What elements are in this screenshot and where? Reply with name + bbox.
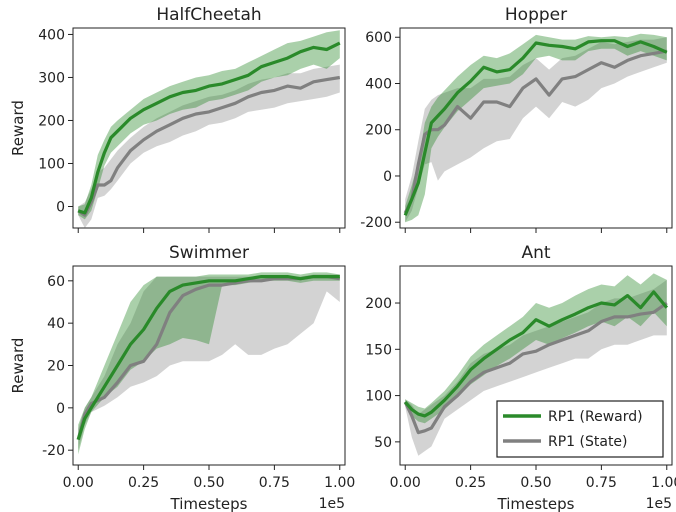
x-offset-text: 1e5 — [646, 496, 672, 512]
legend-label-reward: RP1 (Reward) — [548, 409, 643, 425]
band-reward-0 — [78, 30, 340, 220]
y-tick-label: 0 — [56, 199, 65, 215]
y-tick-label: 50 — [374, 435, 392, 451]
band-state-1 — [405, 37, 667, 223]
panel-2: -20 0 20 40 60 0.00 0.25 0.50 0.75 1.00 Swimmer Rew… — [9, 243, 355, 512]
panel-1: -200 0 200 400 600 Hopper — [360, 5, 673, 233]
chart-title: Hopper — [505, 5, 567, 25]
legend: RP1 (Reward) RP1 (State) — [496, 400, 664, 458]
chart-title: Ant — [521, 243, 550, 263]
x-offset-text: 1e5 — [319, 496, 345, 512]
panel-3: 50 100 150 200 0.00 0.25 0.50 0.75 1.00 Ant Timest… — [365, 243, 676, 512]
y-tick-label: 200 — [365, 123, 392, 139]
band-state-3 — [405, 279, 667, 456]
x-axis-label: Timesteps — [497, 495, 575, 512]
x-tick-label: 1.00 — [324, 475, 355, 491]
y-axis-label: Reward — [9, 100, 27, 156]
y-tick-label: 40 — [47, 316, 65, 332]
x-tick-label: 0.50 — [193, 475, 224, 491]
y-tick-label: 150 — [365, 342, 392, 358]
x-tick-label: 0.00 — [63, 475, 94, 491]
y-tick-label: 0 — [56, 401, 65, 417]
y-tick-label: 200 — [365, 296, 392, 312]
series-line-state-3 — [403, 301, 668, 435]
band-reward-3 — [405, 273, 667, 424]
legend-box — [496, 400, 664, 458]
x-axis-label: Timesteps — [170, 495, 248, 512]
series-line-state-0 — [77, 75, 341, 217]
chart-title: Swimmer — [169, 243, 249, 263]
x-tick-label: 0.25 — [128, 475, 159, 491]
series-line-reward-2 — [76, 275, 340, 441]
y-tick-label: 0 — [383, 169, 392, 185]
x-tick-label: 0.75 — [586, 475, 617, 491]
y-axis-label: Reward — [9, 338, 27, 394]
panel-0: 0 100 200 300 400 HalfCheetah Reward — [9, 5, 346, 233]
series-line-reward-1 — [403, 39, 668, 216]
y-tick-label: 100 — [365, 389, 392, 405]
band-state-0 — [78, 64, 340, 228]
legend-label-state: RP1 (State) — [548, 434, 628, 450]
y-tick-label: 200 — [38, 113, 65, 129]
x-tick-label: 0.00 — [390, 475, 421, 491]
y-tick-label: -200 — [360, 215, 392, 231]
y-tick-label: 600 — [365, 30, 392, 46]
y-tick-label: 400 — [38, 27, 65, 43]
y-tick-label: 60 — [47, 274, 65, 290]
y-tick-label: 100 — [38, 156, 65, 172]
y-tick-label: 20 — [47, 359, 65, 375]
x-tick-label: 1.00 — [651, 475, 676, 491]
chart-title: HalfCheetah — [156, 5, 261, 25]
panels: 0100200300400HalfCheetahReward-200020040… — [9, 5, 676, 512]
x-tick-label: 0.75 — [259, 475, 290, 491]
x-tick-label: 0.50 — [520, 475, 551, 491]
series-line-reward-0 — [77, 41, 341, 215]
y-tick-label: -20 — [42, 443, 65, 459]
x-tick-label: 0.25 — [455, 475, 486, 491]
band-reward-2 — [78, 272, 340, 455]
y-tick-label: 400 — [365, 76, 392, 92]
band-state-2 — [78, 274, 340, 451]
y-tick-label: 300 — [38, 70, 65, 86]
series-line-reward-3 — [404, 290, 669, 418]
